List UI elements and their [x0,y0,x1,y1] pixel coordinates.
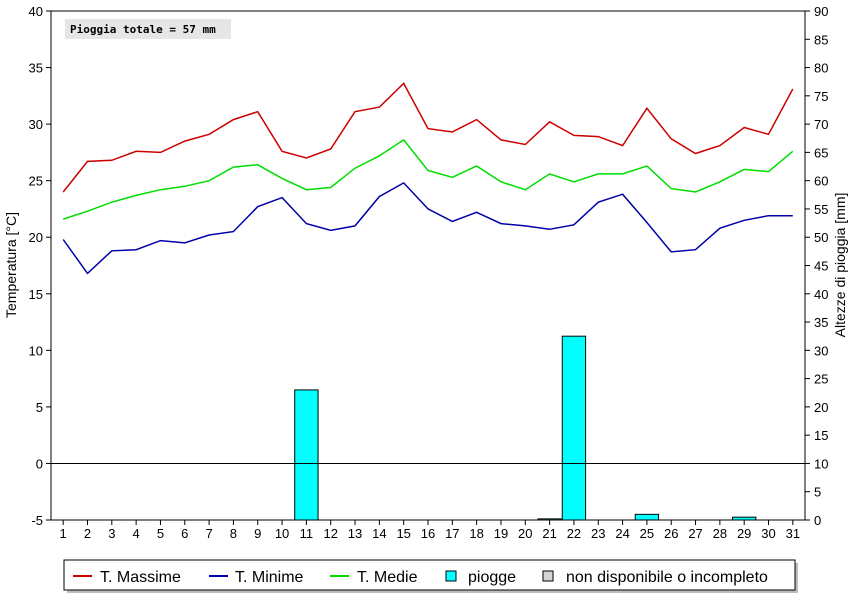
series-line-t-medie [62,138,794,220]
total-rain-annotation: Pioggia totale = 57 mm [65,19,231,39]
x-tick-label: 21 [542,526,556,541]
legend-min-label: T. Minime [235,569,304,586]
right-tick-label: 25 [814,372,828,387]
legend-missing-swatch [542,570,554,582]
x-tick-label: 6 [181,526,188,541]
left-tick-label: 5 [36,400,43,415]
right-tick-label: 60 [814,174,828,189]
legend-rain-label: piogge [468,569,516,586]
x-tick-label: 24 [615,526,629,541]
series-line-t-minime [62,181,793,275]
right-tick-label: 65 [814,145,828,160]
left-tick-label: 25 [29,174,43,189]
x-tick-label: 9 [254,526,261,541]
right-axis: 0 5 10 15 20 25 30 35 40 45 50 55 60 65 70 75 80 85 90 [805,4,828,528]
x-tick-label: 31 [786,526,800,541]
right-tick-label: 5 [814,485,821,500]
right-tick-label: 20 [814,400,828,415]
x-axis: 1 2 3 4 5 6 7 8 9 10 11 12 13 14 15 16 17 18 19 20 21 22 23 24 2… [60,520,800,541]
x-tick-label: 19 [494,526,508,541]
x-tick-label: 7 [205,526,212,541]
right-tick-label: 0 [814,513,821,528]
x-tick-label: 22 [567,526,581,541]
x-tick-label: 12 [323,526,337,541]
series-line-t-massime [62,82,794,193]
right-tick-label: 40 [814,287,828,302]
x-tick-label: 25 [640,526,654,541]
x-tick-label: 23 [591,526,605,541]
legend-avg-label: T. Medie [357,569,418,586]
x-tick-label: 14 [372,526,386,541]
right-tick-label: 15 [814,428,828,443]
legend: T. Massime T. Minime T. Medie piogge non… [63,559,798,593]
rain-bar-day-11 [294,389,319,521]
x-tick-label: 28 [713,526,727,541]
x-tick-label: 18 [469,526,483,541]
x-tick-label: 16 [421,526,435,541]
left-tick-label: -5 [31,513,43,528]
x-tick-label: 20 [518,526,532,541]
annotation-text: Pioggia totale = 57 mm [70,23,216,36]
right-tick-label: 80 [814,61,828,76]
right-tick-label: 75 [814,89,828,104]
right-tick-label: 35 [814,315,828,330]
x-tick-label: 15 [396,526,410,541]
temperature-lines [62,82,794,275]
x-tick-label: 29 [737,526,751,541]
left-tick-label: 10 [29,343,43,358]
x-tick-label: 4 [133,526,140,541]
y-axis-left-title: Temperatura [°C] [3,212,19,318]
x-tick-label: 10 [275,526,289,541]
right-tick-label: 30 [814,343,828,358]
x-tick-label: 11 [300,526,314,541]
left-tick-label: 15 [29,287,43,302]
x-tick-label: 27 [688,526,702,541]
rain-bar-day-22 [561,335,587,521]
x-tick-label: 8 [230,526,237,541]
right-tick-label: 85 [814,32,828,47]
left-axis: -5 0 5 10 15 20 25 30 35 40 [29,4,51,528]
rain-bar-day-25 [634,513,660,521]
left-tick-label: 30 [29,117,43,132]
x-tick-label: 2 [84,526,91,541]
x-tick-label: 26 [664,526,678,541]
rain-bars [294,335,757,521]
x-tick-label: 30 [761,526,775,541]
x-tick-label: 17 [445,526,459,541]
x-tick-label: 5 [157,526,164,541]
right-tick-label: 45 [814,259,828,274]
x-tick-label: 3 [108,526,115,541]
right-tick-label: 55 [814,202,828,217]
right-tick-label: 10 [814,456,828,471]
left-tick-label: 40 [29,4,43,19]
x-tick-label: 1 [60,526,67,541]
legend-rain-swatch [445,570,457,582]
left-tick-label: 20 [29,230,43,245]
y-axis-right-title: Altezze di pioggia [mm] [832,193,848,338]
right-tick-label: 90 [814,4,828,19]
right-tick-label: 50 [814,230,828,245]
x-tick-label: 13 [348,526,362,541]
left-tick-label: 35 [29,61,43,76]
legend-max-label: T. Massime [100,569,181,586]
left-tick-label: 0 [36,456,43,471]
legend-missing-label: non disponibile o incompleto [566,569,768,586]
right-tick-label: 70 [814,117,828,132]
